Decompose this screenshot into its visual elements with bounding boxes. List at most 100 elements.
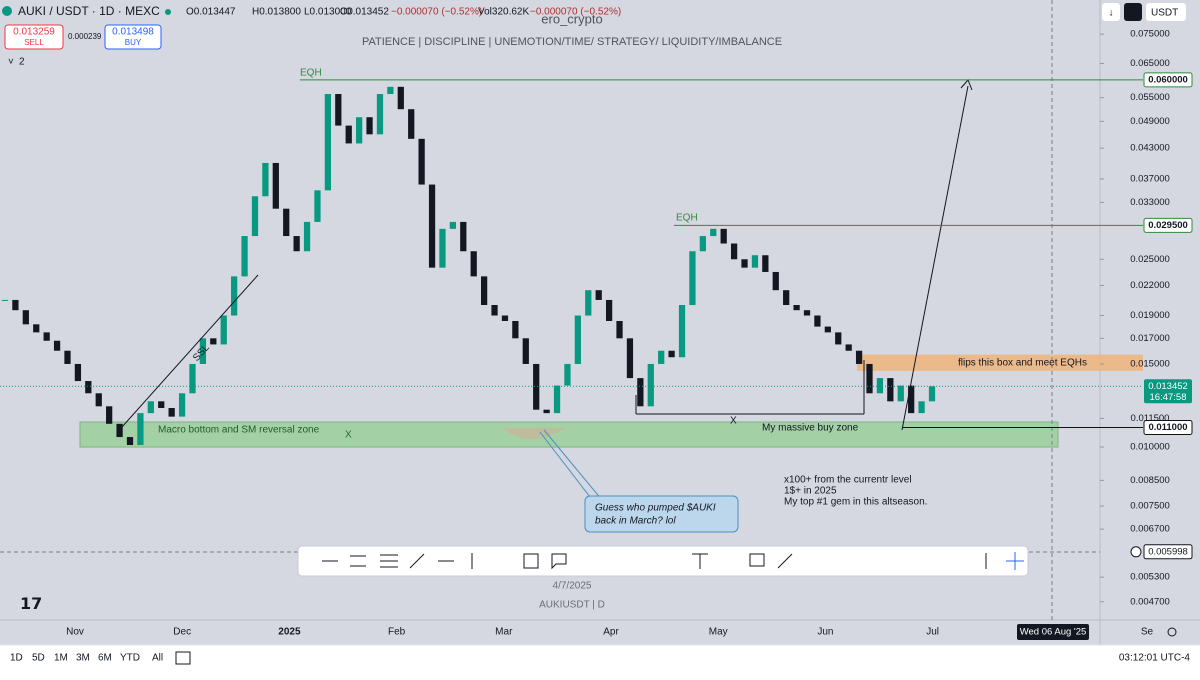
candle: [647, 363, 654, 407]
range-button[interactable]: 1M: [54, 653, 68, 664]
candle: [449, 221, 457, 229]
indicator-toggle[interactable]: ˅: [8, 57, 14, 68]
callout-text: Guess who pumped $AUKI: [595, 503, 716, 514]
x-tick-label: Feb: [388, 627, 406, 638]
range-button[interactable]: 1D: [10, 653, 23, 664]
sell-button[interactable]: [4, 24, 64, 50]
candle: [720, 228, 727, 244]
range-button[interactable]: 3M: [76, 653, 90, 664]
toolbar-icons: [322, 552, 1024, 570]
callout-text: back in March? lol: [595, 516, 676, 527]
currency-select[interactable]: [1146, 3, 1186, 21]
y-tick-label: 0.043000: [1130, 143, 1170, 154]
candle: [678, 305, 686, 358]
candle: [408, 109, 415, 139]
calendar-icon[interactable]: [175, 651, 191, 665]
range-button[interactable]: 5D: [32, 653, 45, 664]
candle: [356, 117, 363, 144]
candle: [210, 338, 217, 345]
y-tick-label: 0.005300: [1130, 572, 1170, 583]
candle: [522, 338, 529, 364]
price-tag: [1143, 217, 1193, 233]
candle: [605, 299, 613, 321]
candle: [658, 350, 665, 364]
range-button[interactable]: YTD: [120, 653, 140, 664]
candle: [33, 324, 40, 333]
ohlc-change: −0.000070 (−0.52%): [391, 7, 482, 18]
eqh-label: EQH: [300, 68, 322, 79]
y-tick-label: 0.075000: [1130, 29, 1170, 40]
candle: [220, 315, 227, 345]
x-tick-label: 2025: [278, 627, 301, 638]
candle: [335, 94, 342, 126]
candle: [533, 363, 540, 410]
x-tick-label: Apr: [603, 627, 619, 638]
stamp-symbol: AUKIUSDT | D: [539, 600, 605, 611]
candle: [887, 378, 894, 402]
candle: [762, 255, 769, 272]
eqh-label: EQH: [676, 213, 698, 224]
y-tick-label: 0.049000: [1130, 116, 1170, 127]
y-tick-label: 0.065000: [1130, 58, 1170, 69]
sell-label: SELL: [24, 38, 44, 47]
y-tick-label: 0.015000: [1130, 358, 1170, 369]
candle: [116, 423, 123, 438]
cursor-date: Wed 06 Aug '25: [1020, 627, 1087, 638]
candle: [845, 344, 852, 351]
candle: [397, 86, 404, 110]
candle: [772, 271, 779, 291]
candle: [512, 320, 519, 339]
candle: [460, 221, 467, 252]
candle: [470, 251, 477, 277]
range-button[interactable]: All: [152, 653, 163, 664]
candle: [908, 385, 915, 414]
candle: [585, 290, 592, 316]
y-tick-label: 0.008500: [1130, 475, 1170, 486]
candle: [241, 236, 248, 277]
candle: [626, 338, 634, 379]
y-tick-label: 0.007500: [1130, 501, 1170, 512]
sell-price: 0.013259: [13, 27, 55, 38]
candle: [616, 320, 623, 339]
candle: [824, 326, 831, 333]
y-tick-label: 0.033000: [1130, 197, 1170, 208]
lock-button[interactable]: [1124, 3, 1142, 21]
x-tick-label: Nov: [66, 627, 84, 638]
candle: [814, 315, 821, 327]
candle: [251, 196, 259, 237]
down-button[interactable]: [1102, 3, 1120, 21]
range-button[interactable]: 6M: [98, 653, 112, 664]
candle: [574, 315, 581, 364]
y-tick-label: 0.011500: [1131, 413, 1170, 424]
settings-icon[interactable]: [1167, 627, 1177, 637]
x-tick-label: Mar: [495, 627, 513, 638]
zone-label: My massive buy zone: [762, 423, 859, 434]
price-tag: [1143, 420, 1193, 436]
background: [0, 0, 1200, 645]
note: 1$+ in 2025: [784, 486, 837, 497]
candle: [418, 138, 425, 185]
y-tick-label: 0.019000: [1130, 310, 1170, 321]
candle: [53, 340, 61, 351]
countdown: 16:47:58: [1150, 392, 1187, 403]
candle: [1, 299, 9, 301]
y-tick-label: 0.017000: [1130, 333, 1170, 344]
candle: [168, 407, 175, 417]
candle: [314, 190, 321, 222]
candle: [501, 315, 509, 321]
zone-label: Macro bottom and SM reversal zone: [158, 425, 320, 436]
buy-label: BUY: [125, 38, 142, 47]
y-tick-label: 0.006700: [1130, 524, 1170, 535]
candle: [95, 393, 102, 407]
buy-button[interactable]: [104, 24, 162, 50]
ohlc-c: C0.013452: [340, 7, 389, 18]
candle: [866, 363, 873, 394]
candle: [918, 401, 925, 414]
candle: [751, 255, 759, 268]
date-stamp: 4/7/2025: [553, 581, 592, 592]
y-tick-label: 0.025000: [1130, 254, 1170, 265]
candle: [293, 236, 300, 252]
cursor-price-tag: [1143, 544, 1193, 560]
candle: [480, 276, 488, 306]
